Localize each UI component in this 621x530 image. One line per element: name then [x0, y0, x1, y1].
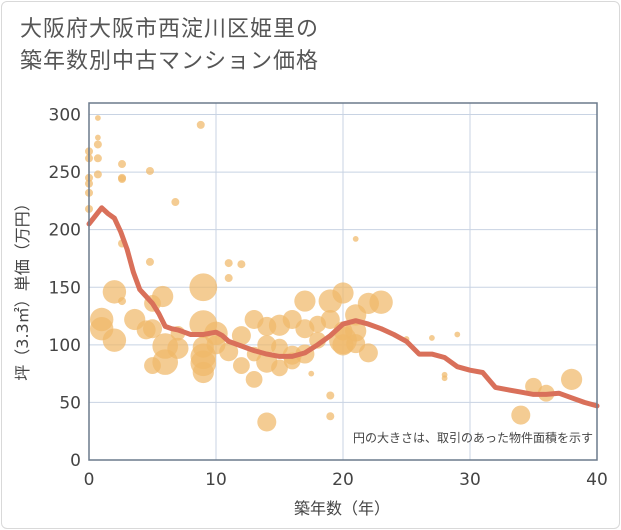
bubble-point — [219, 342, 239, 362]
chart-title-line2: 築年数別中古マンション価格 — [20, 49, 320, 74]
bubble-point — [332, 282, 354, 304]
bubble-point — [224, 259, 233, 268]
y-tick-label: 100 — [49, 336, 81, 356]
bubble-point — [454, 331, 461, 338]
axis-ticks: 0 10 20 30 40 0 50 100 150 200 250 300 — [49, 106, 608, 490]
bubble-point — [145, 257, 154, 266]
plot-frame — [88, 102, 598, 461]
y-tick-label: 0 — [70, 451, 81, 471]
bubble-point — [102, 280, 127, 304]
bubble-point — [196, 120, 205, 129]
x-tick-label: 40 — [586, 470, 608, 490]
chart-title: 大阪府大阪市西淀川区姫里の 築年数別中古マンション価格 — [20, 14, 319, 78]
bubble-point — [94, 134, 101, 141]
y-axis-title: 坪（3.3㎡）単価（万円） — [13, 195, 32, 380]
bubble-point — [93, 170, 102, 179]
bubble-point — [118, 160, 127, 169]
bubble-point — [145, 166, 154, 175]
bubble-point — [245, 370, 263, 388]
bubble-point — [358, 343, 378, 363]
bubble-point — [167, 337, 189, 359]
x-tick-label: 10 — [205, 470, 227, 490]
bubble-point — [231, 326, 251, 346]
bubble-point — [152, 285, 174, 308]
y-tick-label: 300 — [49, 106, 81, 126]
bubble-point — [369, 290, 393, 314]
y-tick-label: 50 — [59, 393, 81, 413]
bubble-point — [171, 198, 180, 207]
bubble-point — [320, 310, 340, 330]
bubble-point — [192, 361, 214, 384]
bubble-point — [294, 290, 316, 312]
bubble-point — [189, 273, 218, 302]
bubble-point — [233, 357, 250, 374]
x-axis-title: 築年数（年） — [294, 499, 390, 518]
x-tick-label: 20 — [332, 470, 354, 490]
bubble-point — [93, 154, 102, 163]
y-tick-label: 150 — [49, 278, 81, 298]
x-tick-label: 0 — [84, 470, 95, 490]
bubble-point — [429, 335, 435, 341]
bubble-point — [308, 370, 315, 377]
bubble-point — [94, 115, 101, 121]
bubble-point — [237, 260, 246, 269]
bubble-point — [561, 368, 583, 390]
bubble-point — [326, 412, 335, 421]
trend-line — [86, 205, 600, 409]
bubble-point — [525, 377, 542, 395]
bubble-point — [224, 274, 233, 283]
bubble-point — [441, 375, 448, 382]
bubble-point — [257, 412, 277, 432]
x-tick-label: 30 — [459, 470, 481, 490]
chart-title-line1: 大阪府大阪市西淀川区姫里の — [20, 17, 320, 42]
y-tick-label: 200 — [49, 221, 81, 241]
bubble-series — [85, 115, 583, 432]
bubble-point — [143, 319, 162, 339]
bubble-point — [118, 175, 127, 184]
bubble-point — [93, 140, 102, 149]
bubble-point — [326, 391, 335, 400]
bubble-point — [352, 235, 359, 242]
y-tick-label: 250 — [49, 163, 81, 183]
bubble-point — [511, 405, 531, 425]
bubble-point — [271, 359, 288, 377]
bubble-size-note: 円の大きさは、取引のあった物件面積を示す — [353, 430, 593, 445]
bubble-point — [102, 328, 127, 352]
